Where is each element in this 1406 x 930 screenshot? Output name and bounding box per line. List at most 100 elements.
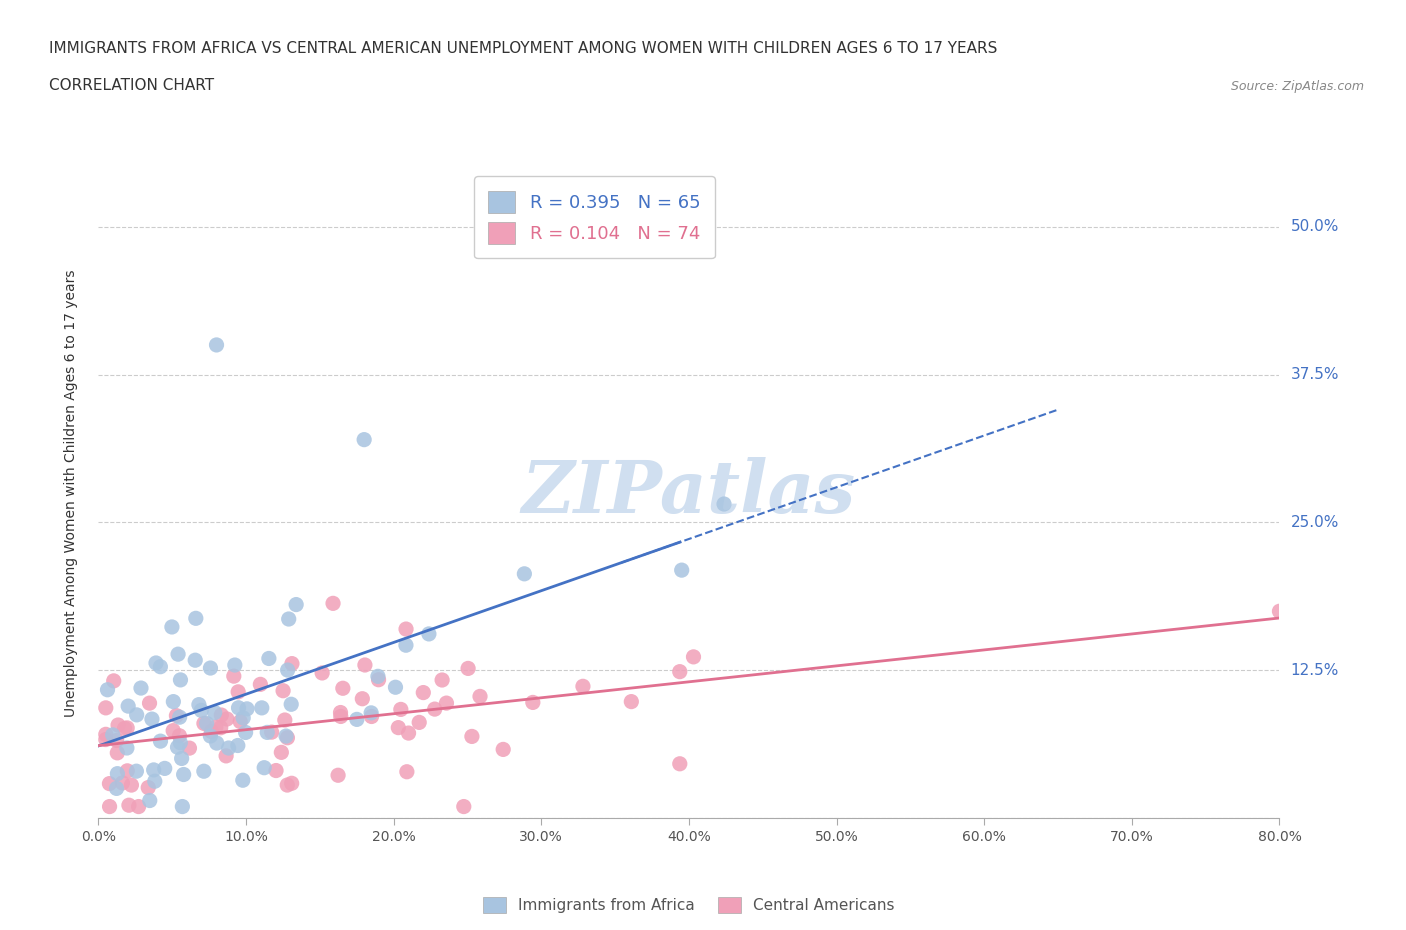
Point xyxy=(205,720,228,735)
Point xyxy=(360,706,382,721)
Text: ZIPatlas: ZIPatlas xyxy=(522,458,856,528)
Point xyxy=(436,696,458,711)
Point xyxy=(461,729,484,744)
Point xyxy=(256,725,278,740)
Text: 12.5%: 12.5% xyxy=(1291,663,1339,678)
Point xyxy=(249,677,271,692)
Legend: Immigrants from Africa, Central Americans: Immigrants from Africa, Central American… xyxy=(477,891,901,920)
Point xyxy=(107,718,129,733)
Point xyxy=(129,681,152,696)
Point xyxy=(226,684,249,699)
Point xyxy=(125,708,148,723)
Point xyxy=(165,709,187,724)
Point xyxy=(94,700,117,715)
Point xyxy=(412,685,434,700)
Text: Source: ZipAtlas.com: Source: ZipAtlas.com xyxy=(1230,80,1364,93)
Point xyxy=(169,728,191,743)
Point xyxy=(395,764,418,779)
Text: CORRELATION CHART: CORRELATION CHART xyxy=(49,78,214,93)
Point xyxy=(398,725,420,740)
Point xyxy=(229,714,252,729)
Point xyxy=(572,679,595,694)
Point xyxy=(522,695,544,710)
Point xyxy=(170,751,193,766)
Point xyxy=(153,761,176,776)
Point xyxy=(117,698,139,713)
Point xyxy=(408,715,430,730)
Point xyxy=(200,660,222,675)
Point xyxy=(276,730,298,745)
Point xyxy=(322,596,344,611)
Point xyxy=(169,736,191,751)
Point xyxy=(145,656,167,671)
Point xyxy=(620,694,643,709)
Point xyxy=(193,716,215,731)
Point xyxy=(329,709,352,724)
Point xyxy=(111,776,134,790)
Point xyxy=(167,646,190,661)
Point xyxy=(280,697,302,711)
Point xyxy=(384,680,406,695)
Point xyxy=(277,662,299,677)
Point xyxy=(128,799,150,814)
Point xyxy=(215,749,238,764)
Point xyxy=(103,673,125,688)
Point xyxy=(453,799,475,814)
Point xyxy=(224,658,246,672)
Point xyxy=(222,669,245,684)
Point xyxy=(389,702,412,717)
Point xyxy=(205,338,228,352)
Point xyxy=(274,712,297,727)
Point xyxy=(418,627,440,642)
Point xyxy=(94,727,117,742)
Point xyxy=(114,721,136,736)
Point xyxy=(395,621,418,636)
Point xyxy=(468,689,491,704)
Point xyxy=(184,611,207,626)
Point xyxy=(96,683,118,698)
Point xyxy=(285,597,308,612)
Point xyxy=(160,619,183,634)
Point xyxy=(143,774,166,789)
Point xyxy=(98,777,121,791)
Point xyxy=(280,776,302,790)
Point xyxy=(346,712,368,727)
Point xyxy=(94,732,117,747)
Point xyxy=(682,649,704,664)
Point xyxy=(142,763,165,777)
Point xyxy=(668,756,690,771)
Point xyxy=(353,432,375,447)
Point xyxy=(395,638,418,653)
Text: IMMIGRANTS FROM AFRICA VS CENTRAL AMERICAN UNEMPLOYMENT AMONG WOMEN WITH CHILDRE: IMMIGRANTS FROM AFRICA VS CENTRAL AMERIC… xyxy=(49,41,998,56)
Point xyxy=(179,740,201,755)
Text: 50.0%: 50.0% xyxy=(1291,219,1339,234)
Point xyxy=(352,691,374,706)
Point xyxy=(281,657,304,671)
Point xyxy=(105,766,128,781)
Point xyxy=(105,733,128,748)
Point xyxy=(360,709,382,724)
Point xyxy=(277,612,299,627)
Point xyxy=(276,777,298,792)
Point xyxy=(387,720,409,735)
Point xyxy=(274,728,297,743)
Point xyxy=(141,711,163,726)
Point xyxy=(668,664,690,679)
Point xyxy=(367,669,389,684)
Point xyxy=(430,672,453,687)
Point xyxy=(232,773,254,788)
Point xyxy=(215,711,238,726)
Point xyxy=(1268,604,1291,618)
Point xyxy=(187,698,209,712)
Point xyxy=(492,742,515,757)
Point xyxy=(260,724,283,739)
Point xyxy=(149,734,172,749)
Text: 37.5%: 37.5% xyxy=(1291,367,1339,382)
Point xyxy=(115,740,138,755)
Point xyxy=(236,701,259,716)
Point xyxy=(264,764,287,778)
Point xyxy=(226,738,249,753)
Point xyxy=(200,724,222,739)
Point xyxy=(326,768,349,783)
Point xyxy=(367,672,389,687)
